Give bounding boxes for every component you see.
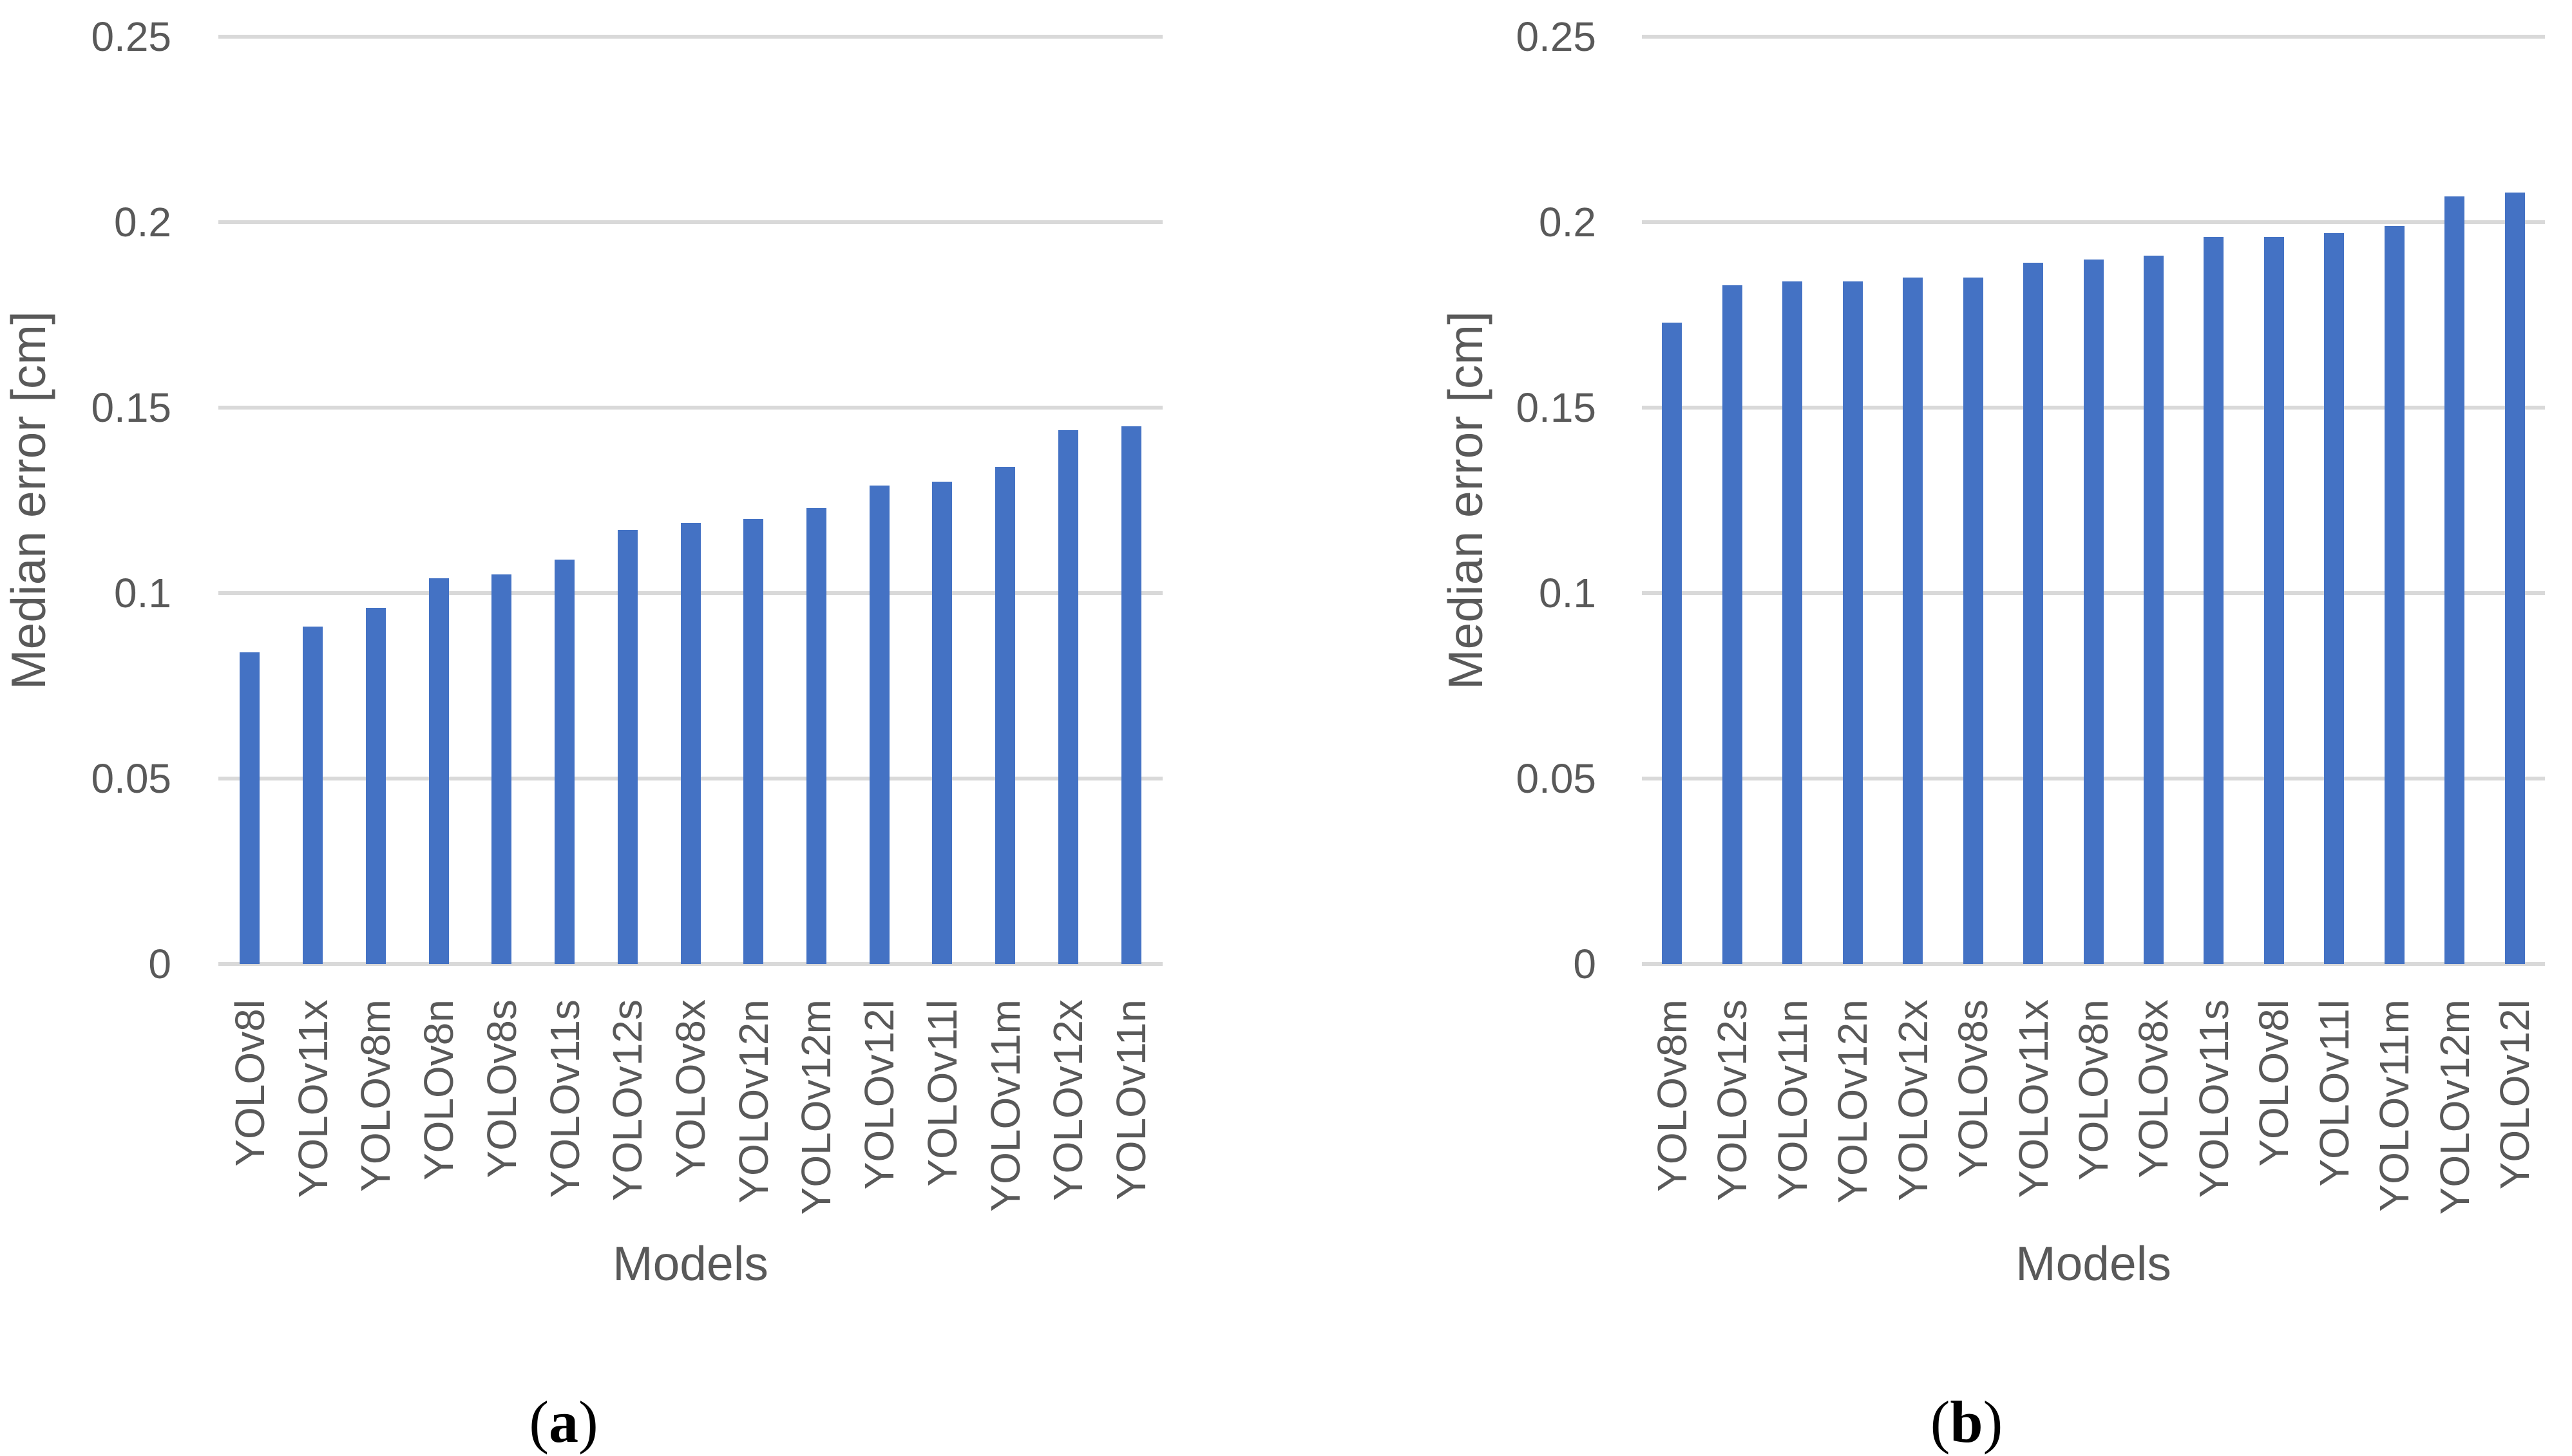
y-tick-label: 0.15 xyxy=(91,384,171,431)
bar-YOLOv11l xyxy=(932,482,953,964)
x-tick-label: YOLOv8l xyxy=(2251,999,2298,1167)
bar-YOLOv11x xyxy=(2023,263,2044,964)
x-tick-label: YOLOv8s xyxy=(478,999,525,1178)
y-tick-label: 0.25 xyxy=(91,14,171,60)
x-tick-label: YOLOv11x xyxy=(289,999,336,1198)
y-tick-label: 0.25 xyxy=(1516,14,1596,60)
x-tick-label: YOLOv8l xyxy=(226,999,273,1167)
bar-YOLOv8s xyxy=(1963,278,1983,964)
x-tick-label: YOLOv12n xyxy=(730,999,777,1204)
x-tick-label: YOLOv8x xyxy=(667,999,714,1178)
bar-YOLOv12m xyxy=(806,507,826,964)
caption-a: (a) xyxy=(529,1390,598,1454)
x-tick-label: YOLOv12x xyxy=(1889,999,1936,1202)
gridline xyxy=(1642,35,2545,39)
gridline xyxy=(1642,220,2545,224)
gridline xyxy=(218,962,1163,966)
bar-YOLOv8s xyxy=(491,574,512,964)
gridline xyxy=(218,220,1163,224)
bar-YOLOv8n xyxy=(428,578,449,964)
caption-letter: b xyxy=(1950,1389,1983,1455)
x-axis-title: Models xyxy=(2015,1236,2171,1291)
x-tick-label: YOLOv11n xyxy=(1108,999,1155,1200)
bar-YOLOv12s xyxy=(617,530,638,964)
gridline xyxy=(1642,962,2545,966)
bar-YOLOv8m xyxy=(1662,322,1682,964)
y-tick-label: 0.05 xyxy=(91,755,171,802)
x-tick-label: YOLOv8s xyxy=(1950,999,1997,1178)
x-tick-label: YOLOv12m xyxy=(793,999,840,1215)
caption-paren: ) xyxy=(1983,1389,2003,1455)
caption-paren: ( xyxy=(529,1389,549,1455)
bar-YOLOv11s xyxy=(555,560,575,964)
bar-YOLOv12l xyxy=(869,485,890,964)
caption-letter: a xyxy=(549,1389,578,1455)
y-tick-label: 0 xyxy=(148,941,171,987)
x-tick-label: YOLOv12s xyxy=(1709,999,1756,1202)
x-tick-label: YOLOv11s xyxy=(2190,999,2237,1198)
y-axis-title: Median error [cm] xyxy=(1438,311,1492,690)
bar-YOLOv12s xyxy=(1722,285,1742,964)
x-tick-label: YOLOv12n xyxy=(1829,999,1876,1204)
bar-YOLOv12x xyxy=(1058,430,1078,964)
x-tick-label: YOLOv8m xyxy=(1648,999,1695,1192)
x-tick-label: YOLOv11m xyxy=(2371,999,2418,1212)
y-tick-label: 0.2 xyxy=(114,199,171,245)
x-tick-label: YOLOv11l xyxy=(919,999,966,1187)
x-tick-label: YOLOv12m xyxy=(2431,999,2478,1215)
x-tick-label: YOLOv8x xyxy=(2130,999,2177,1178)
y-tick-label: 0.2 xyxy=(1539,199,1596,245)
bar-YOLOv11n xyxy=(1121,426,1141,964)
caption-paren: ) xyxy=(578,1389,598,1455)
bar-YOLOv8l xyxy=(240,652,260,964)
x-tick-label: YOLOv12l xyxy=(2491,999,2539,1190)
bar-YOLOv11x xyxy=(303,626,323,964)
x-tick-label: YOLOv12x xyxy=(1045,999,1092,1202)
gridline xyxy=(218,35,1163,39)
y-tick-label: 0.05 xyxy=(1516,755,1596,802)
caption-b: (b) xyxy=(1930,1390,2003,1454)
caption-paren: ( xyxy=(1930,1389,1950,1455)
x-tick-label: YOLOv12l xyxy=(856,999,903,1190)
x-tick-label: YOLOv11s xyxy=(541,999,588,1198)
bar-YOLOv8l xyxy=(2263,237,2284,964)
x-axis-title: Models xyxy=(613,1236,768,1291)
x-tick-label: YOLOv11x xyxy=(2010,999,2057,1198)
y-tick-label: 0.15 xyxy=(1516,384,1596,431)
bar-YOLOv12m xyxy=(2444,196,2465,964)
bar-YOLOv12x xyxy=(1903,278,1923,964)
bar-YOLOv11m xyxy=(995,467,1016,964)
x-tick-label: YOLOv8n xyxy=(415,999,462,1181)
bar-YOLOv8x xyxy=(2143,255,2164,964)
bar-YOLOv8m xyxy=(365,608,386,964)
bar-YOLOv11n xyxy=(1782,281,1803,964)
bar-YOLOv11s xyxy=(2204,237,2224,964)
y-tick-label: 0 xyxy=(1573,941,1596,987)
bar-YOLOv8n xyxy=(2083,259,2104,964)
bar-YOLOv11l xyxy=(2324,233,2345,964)
bar-YOLOv12l xyxy=(2504,192,2525,964)
bar-YOLOv12n xyxy=(743,518,764,964)
bar-YOLOv11m xyxy=(2384,225,2405,964)
y-tick-label: 0.1 xyxy=(114,570,171,616)
y-axis-title: Median error [cm] xyxy=(1,311,55,690)
x-tick-label: YOLOv8n xyxy=(2070,999,2117,1181)
gridline xyxy=(218,406,1163,410)
y-tick-label: 0.1 xyxy=(1539,570,1596,616)
x-tick-label: YOLOv11n xyxy=(1769,999,1816,1200)
bar-YOLOv12n xyxy=(1842,281,1863,964)
x-tick-label: YOLOv11m xyxy=(982,999,1029,1212)
x-tick-label: YOLOv8m xyxy=(352,999,399,1192)
x-tick-label: YOLOv12s xyxy=(604,999,651,1202)
bar-YOLOv8x xyxy=(680,522,701,964)
x-tick-label: YOLOv11l xyxy=(2310,999,2358,1187)
